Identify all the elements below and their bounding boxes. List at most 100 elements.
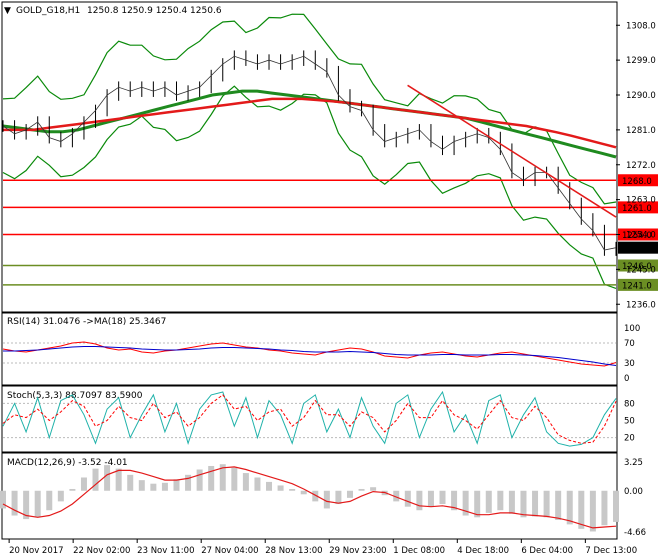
current-price-label: 1250.6	[622, 244, 652, 254]
macd-histogram-bar	[393, 490, 400, 502]
macd-histogram-bar	[0, 490, 6, 509]
level-label-1: 1261.0	[622, 204, 652, 214]
rsi-tick-label: 70	[624, 339, 635, 349]
stoch-series-1	[2, 394, 617, 444]
price-tick-label: 1290.0	[626, 91, 656, 101]
x-tick-label: 22 Nov 02:00	[73, 546, 130, 556]
macd-histogram-bar	[115, 468, 122, 491]
x-tick-label: 4 Dec 18:00	[457, 546, 509, 556]
price-panel	[2, 13, 617, 289]
macd-histogram-bar	[34, 490, 41, 518]
stoch-header: Stoch(5,3,3) 88.7097 83.5900	[7, 391, 143, 401]
stoch-panel-frame	[1, 385, 618, 453]
macd-histogram-bar	[404, 490, 411, 507]
macd-histogram-bar	[289, 488, 296, 491]
macd-histogram-bar	[185, 474, 192, 491]
macd-histogram-bar	[555, 490, 562, 520]
price-tick-label: 1272.0	[626, 161, 656, 171]
rsi-tick-label: 100	[624, 324, 640, 334]
macd-histogram-bar	[254, 477, 261, 491]
macd-histogram-bar	[613, 490, 619, 522]
macd-histogram-bar	[532, 490, 539, 517]
ohlc-readout: 1250.8 1250.9 1250.4 1250.6	[87, 6, 222, 16]
macd-histogram-bar	[80, 477, 87, 491]
x-tick-label: 28 Nov 13:00	[265, 546, 322, 556]
close-line	[2, 55, 617, 251]
level-label-2: 1254.0	[622, 231, 652, 241]
price-panel-frame	[1, 1, 618, 313]
price-tick-label: 1245.0	[626, 265, 656, 275]
macd-tick-label: -4.66	[624, 528, 646, 538]
rsi-panel-frame	[1, 312, 618, 386]
macd-panel	[0, 464, 619, 532]
macd-histogram-bar	[566, 490, 573, 525]
macd-histogram-bar	[508, 490, 515, 514]
macd-histogram-bar	[416, 490, 423, 511]
axes: 1268.0 1261.0 1254.0 1246.0 1241.0 1308.0 1299…	[8, 21, 658, 556]
macd-histogram-bar	[589, 490, 596, 532]
macd-histogram-bar	[208, 465, 215, 491]
level-tag-2	[618, 228, 658, 241]
x-tick-label: 1 Dec 08:00	[393, 546, 445, 556]
level-label-0: 1268.0	[622, 177, 652, 187]
macd-histogram-bar	[92, 468, 99, 491]
chart-menu-icon[interactable]: ▼	[4, 6, 11, 16]
macd-histogram-bar	[11, 490, 18, 516]
price-tick-label: 1299.0	[626, 56, 656, 66]
sma-red-line	[3, 97, 617, 149]
macd-signal-line	[2, 466, 617, 529]
rsi-header: RSI(14) 31.0476 ->MA(18) 25.3467	[7, 317, 166, 327]
macd-histogram-bar	[242, 473, 249, 491]
stoch-series-0	[2, 390, 617, 447]
macd-histogram-bar	[439, 490, 446, 505]
macd-histogram-bar	[231, 467, 238, 491]
macd-histogram-bar	[127, 474, 134, 491]
level-tag-1	[618, 201, 658, 214]
rsi-tick-label: 30	[624, 359, 635, 369]
level-label-3: 1246.0	[622, 262, 652, 272]
stoch-tick-label: 50	[624, 417, 635, 427]
macd-histogram-bar	[161, 482, 168, 491]
macd-histogram-bar	[335, 490, 342, 505]
macd-histogram-bar	[196, 469, 203, 491]
symbol-label: GOLD_G18,H1	[16, 6, 80, 16]
x-tick-label: 20 Nov 2017	[9, 546, 63, 556]
macd-histogram-bar	[312, 490, 319, 502]
macd-histogram-bar	[104, 465, 111, 491]
x-tick-label: 23 Nov 11:00	[137, 546, 194, 556]
macd-histogram-bar	[520, 490, 527, 518]
macd-histogram-bar	[277, 485, 284, 491]
price-tick-label: 1236.0	[626, 300, 656, 310]
x-tick-label: 6 Dec 04:00	[521, 546, 573, 556]
macd-tick-label: 0.00	[624, 487, 643, 497]
macd-histogram-bar	[358, 488, 365, 491]
macd-histogram-bar	[266, 481, 273, 491]
macd-histogram-bar	[474, 490, 481, 518]
macd-histogram-bar	[578, 490, 585, 529]
trend-line	[407, 84, 617, 218]
macd-histogram-bar	[57, 490, 64, 502]
price-tick-label: 1254.0	[626, 231, 656, 241]
price-tick-label: 1281.0	[626, 126, 656, 136]
price-tick-label: 1308.0	[626, 21, 656, 31]
stoch-tick-label: 20	[624, 434, 635, 444]
level-tag-0	[618, 174, 658, 187]
stoch-tick-label: 80	[624, 399, 635, 409]
macd-histogram-bar	[138, 480, 145, 491]
macd-histogram-bar	[150, 483, 157, 491]
macd-histogram-bar	[427, 490, 434, 507]
x-tick-label: 29 Nov 23:00	[329, 546, 386, 556]
macd-histogram-bar	[323, 490, 330, 509]
x-tick-label: 7 Dec 13:00	[585, 546, 637, 556]
macd-histogram-bar	[497, 490, 504, 511]
level-tag-3	[618, 259, 658, 272]
rsi-tick-label: 0	[624, 374, 629, 384]
level-tag-4	[618, 278, 658, 291]
macd-histogram-bar	[173, 479, 180, 491]
macd-histogram-bar	[462, 490, 469, 516]
macd-histogram-bar	[451, 490, 458, 511]
macd-histogram-bar	[543, 490, 550, 518]
macd-histogram-bar	[370, 487, 377, 491]
macd-histogram-bar	[346, 490, 353, 498]
macd-histogram-bar	[69, 488, 76, 491]
